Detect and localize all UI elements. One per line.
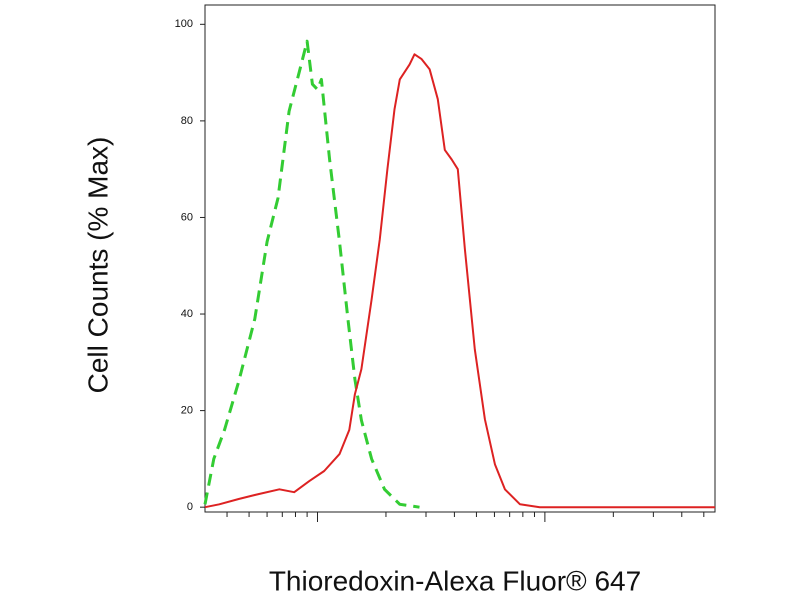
y-tick-label: 0 [187, 501, 193, 513]
series-line [203, 39, 420, 509]
y-tick-label: 40 [181, 308, 193, 320]
y-tick-label: 80 [181, 115, 193, 127]
y-axis-title: Cell Counts (% Max) [82, 137, 113, 394]
x-axis-title: Thioredoxin-Alexa Fluor® 647 [269, 565, 641, 596]
y-tick-label: 100 [175, 18, 193, 30]
y-tick-label: 60 [181, 211, 193, 223]
plot-frame [204, 4, 716, 513]
y-tick-label: 20 [181, 405, 193, 417]
series-line [204, 53, 715, 509]
